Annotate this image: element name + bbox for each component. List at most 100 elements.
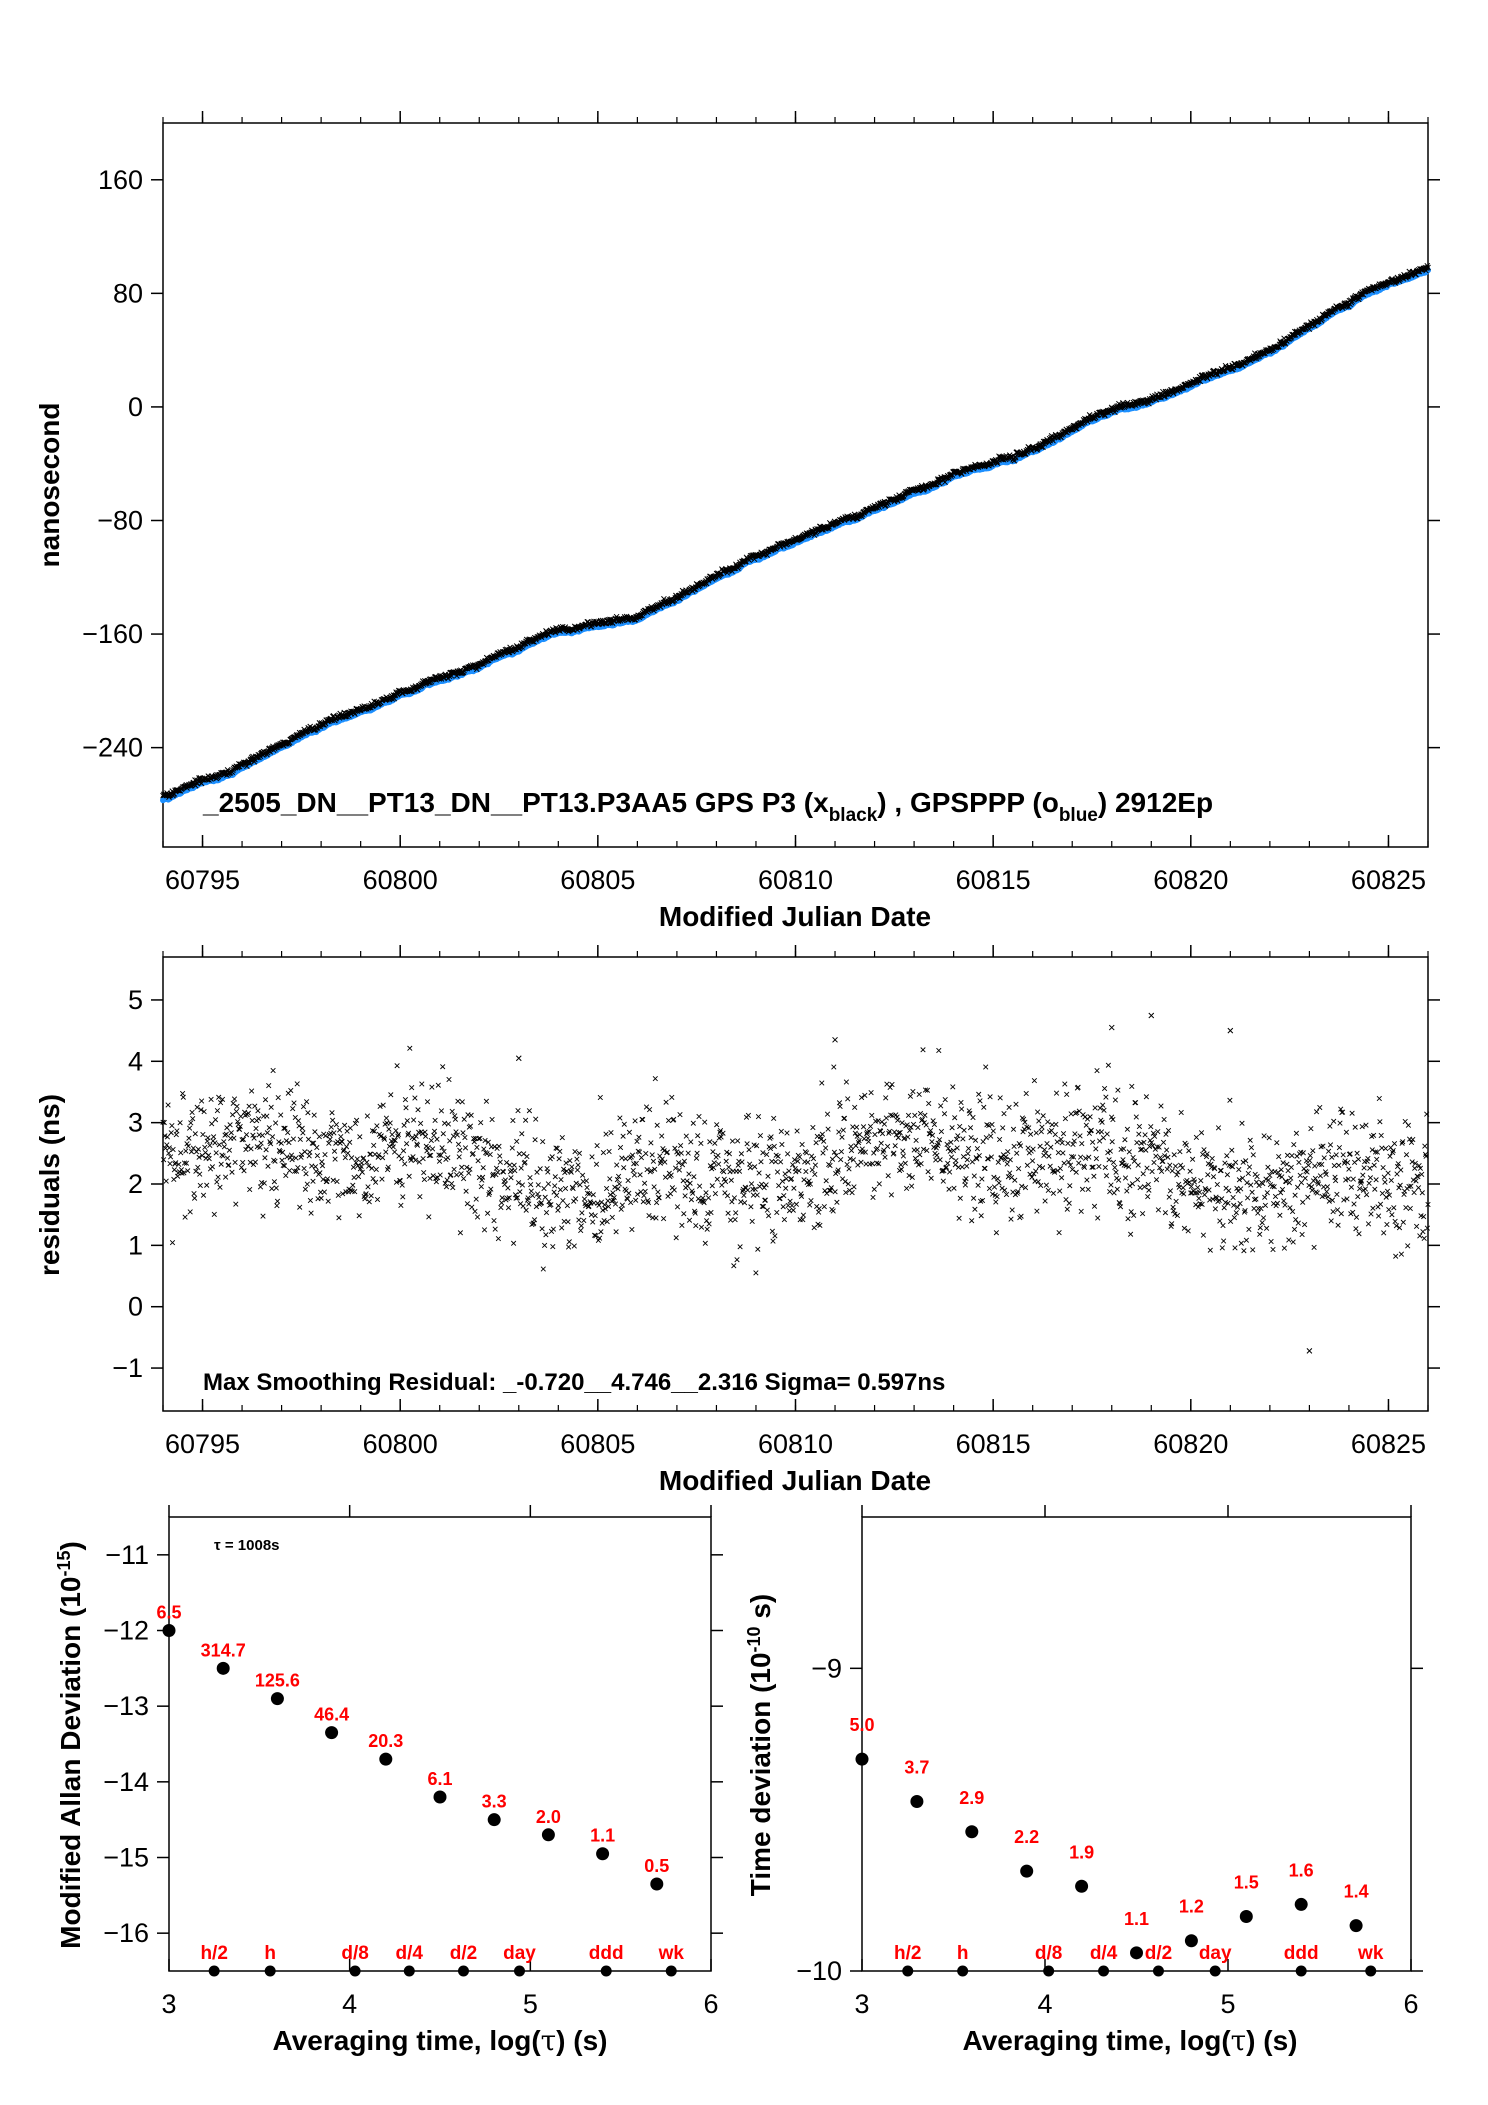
residual-point bbox=[523, 1207, 529, 1213]
residual-point bbox=[753, 1270, 759, 1276]
residual-point bbox=[687, 1180, 693, 1186]
residual-point bbox=[510, 1117, 516, 1124]
residual-point bbox=[694, 1150, 700, 1156]
residual-point bbox=[566, 1239, 572, 1245]
residual-point bbox=[606, 1148, 612, 1155]
residual-point bbox=[583, 1178, 590, 1184]
residual-point bbox=[491, 1144, 498, 1150]
residual-point bbox=[691, 1174, 697, 1180]
residual-point bbox=[290, 1105, 296, 1112]
residual-point bbox=[468, 1112, 474, 1118]
residual-point bbox=[527, 1174, 533, 1181]
residual-point bbox=[302, 1186, 309, 1192]
residual-point bbox=[437, 1172, 443, 1178]
residual-point bbox=[498, 1204, 504, 1211]
residual-point bbox=[252, 1159, 259, 1165]
residual-point bbox=[294, 1081, 300, 1087]
residual-point bbox=[474, 1214, 481, 1220]
residual-point bbox=[335, 1192, 341, 1199]
residual-point bbox=[526, 1201, 532, 1207]
residual-point bbox=[243, 1132, 250, 1138]
residual-point bbox=[707, 1139, 713, 1145]
residual-point bbox=[755, 1113, 762, 1120]
phase-x-tick-label: 60800 bbox=[363, 865, 438, 895]
residual-point bbox=[273, 1185, 279, 1191]
residual-point bbox=[191, 1190, 197, 1197]
residual-point bbox=[711, 1160, 717, 1166]
residual-point bbox=[675, 1151, 681, 1157]
residual-point bbox=[608, 1129, 614, 1136]
residual-point bbox=[616, 1181, 622, 1187]
residual-point bbox=[748, 1181, 755, 1187]
residual-point bbox=[264, 1113, 270, 1119]
residual-point bbox=[550, 1243, 556, 1250]
residual-point bbox=[364, 1113, 371, 1119]
residual-point bbox=[446, 1076, 452, 1083]
residual-point bbox=[290, 1136, 297, 1142]
residual-point bbox=[329, 1117, 336, 1123]
residual-point bbox=[475, 1158, 481, 1164]
residual-point bbox=[589, 1154, 595, 1160]
residual-point bbox=[559, 1225, 565, 1231]
residual-point bbox=[474, 1144, 480, 1151]
residual-point bbox=[228, 1130, 234, 1136]
residual-point bbox=[192, 1131, 198, 1137]
residual-point bbox=[386, 1126, 392, 1132]
residual-point bbox=[248, 1146, 254, 1152]
residual-point bbox=[434, 1136, 440, 1142]
phase-annotation-mid: ) , GPSPPP (o bbox=[877, 787, 1059, 818]
residual-point bbox=[685, 1150, 691, 1156]
residual-point bbox=[559, 1134, 565, 1141]
residual-point bbox=[590, 1219, 596, 1225]
residual-point bbox=[406, 1173, 412, 1179]
residual-point bbox=[754, 1192, 760, 1198]
residual-point bbox=[299, 1125, 305, 1131]
residual-point bbox=[756, 1170, 762, 1176]
residual-point bbox=[508, 1175, 514, 1181]
residual-point bbox=[169, 1122, 175, 1129]
residual-point bbox=[249, 1117, 255, 1124]
residual-point bbox=[496, 1143, 502, 1149]
residual-point bbox=[758, 1181, 765, 1187]
residual-point bbox=[269, 1134, 276, 1140]
residual-point bbox=[728, 1177, 734, 1183]
residual-point bbox=[478, 1119, 484, 1126]
residual-point bbox=[409, 1084, 415, 1091]
residual-point bbox=[231, 1135, 237, 1141]
residual-point bbox=[354, 1156, 360, 1162]
residual-point bbox=[263, 1147, 269, 1153]
residual-point bbox=[545, 1169, 551, 1175]
residual-point bbox=[379, 1176, 385, 1182]
residual-point bbox=[413, 1133, 419, 1139]
residual-point bbox=[202, 1144, 208, 1151]
phase-plot-frame bbox=[162, 122, 1429, 848]
residual-point bbox=[246, 1103, 252, 1109]
residual-point bbox=[762, 1197, 769, 1203]
residual-point bbox=[731, 1263, 737, 1269]
residual-point bbox=[695, 1133, 701, 1139]
residual-point bbox=[311, 1112, 317, 1118]
residual-point bbox=[450, 1184, 456, 1191]
residual-point bbox=[300, 1103, 307, 1110]
residual-point bbox=[510, 1240, 517, 1246]
residual-point bbox=[296, 1123, 302, 1129]
residual-point bbox=[226, 1147, 233, 1153]
residual-point bbox=[622, 1156, 629, 1162]
residual-point bbox=[531, 1217, 538, 1223]
residual-point bbox=[271, 1179, 278, 1185]
residual-point bbox=[565, 1244, 572, 1250]
residuals-panel: 60795 60800 60805 60810 60815 60820 6082554321… bbox=[34, 945, 1440, 1496]
residual-point bbox=[704, 1226, 710, 1232]
residual-point bbox=[345, 1150, 351, 1156]
residual-point bbox=[757, 1132, 764, 1139]
residual-point bbox=[217, 1184, 223, 1190]
residual-point bbox=[224, 1155, 231, 1161]
residual-point bbox=[274, 1198, 281, 1204]
residual-point bbox=[693, 1155, 700, 1161]
residual-point bbox=[646, 1106, 653, 1113]
residual-point bbox=[355, 1173, 362, 1180]
residual-point bbox=[347, 1125, 353, 1131]
residual-point bbox=[571, 1243, 577, 1249]
residual-point bbox=[731, 1195, 738, 1201]
residuals-x-tick-label: 60820 bbox=[1153, 1429, 1228, 1459]
